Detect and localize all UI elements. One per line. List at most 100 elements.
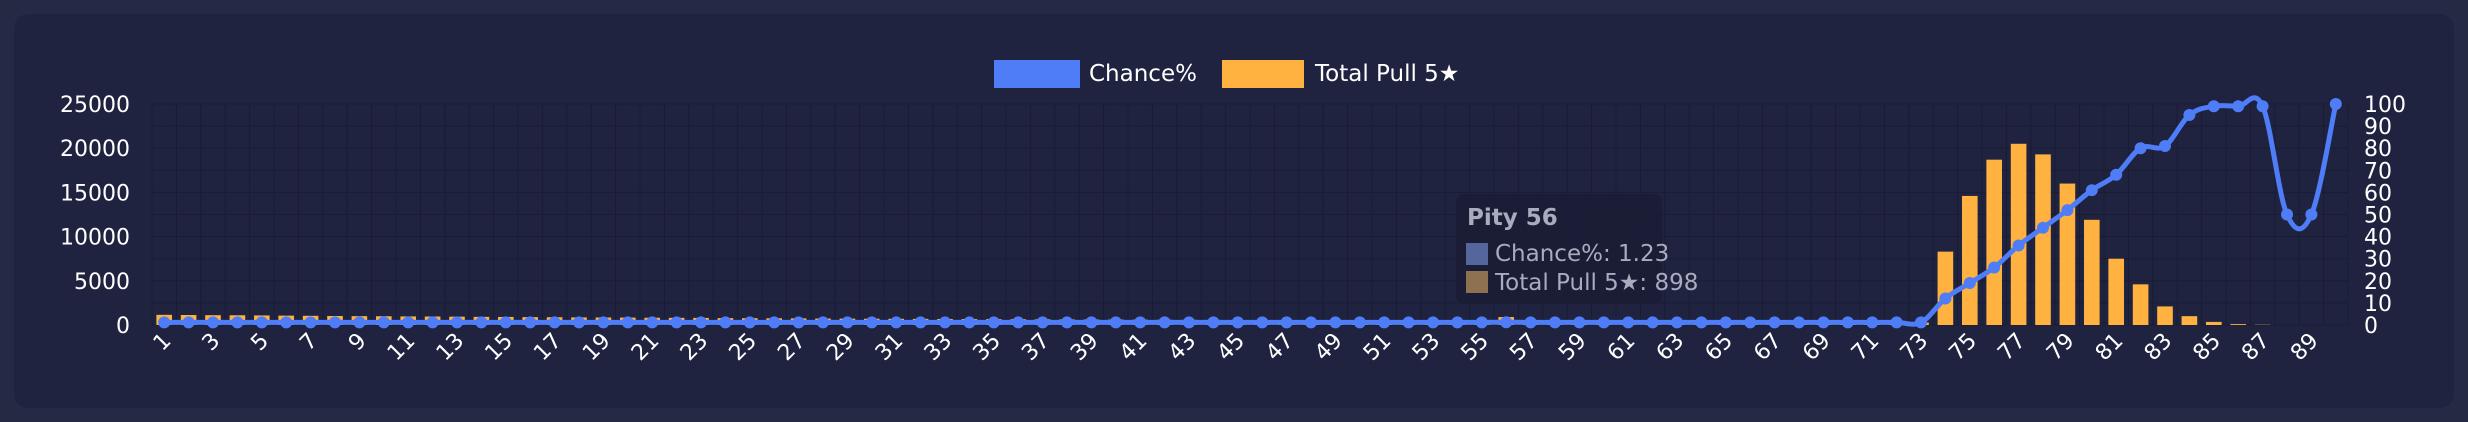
line-point[interactable] bbox=[1329, 316, 1342, 329]
bar[interactable] bbox=[2059, 183, 2076, 325]
line-point[interactable] bbox=[402, 316, 415, 329]
line-point[interactable] bbox=[792, 316, 805, 329]
line-point[interactable] bbox=[1061, 316, 1073, 329]
bar[interactable] bbox=[2010, 143, 2027, 325]
line-point[interactable] bbox=[597, 316, 610, 329]
line-point[interactable] bbox=[475, 316, 488, 329]
line-point[interactable] bbox=[2085, 184, 2098, 197]
legend-item-total-pull[interactable]: Total Pull 5★ bbox=[1222, 60, 1459, 88]
line-point[interactable] bbox=[1963, 277, 1976, 290]
line-point[interactable] bbox=[1671, 316, 1683, 329]
line-point[interactable] bbox=[353, 316, 366, 329]
line-point[interactable] bbox=[1817, 316, 1830, 329]
line-point[interactable] bbox=[1207, 316, 1220, 329]
line-point[interactable] bbox=[2281, 208, 2293, 221]
bar[interactable] bbox=[2083, 219, 2100, 325]
line-point[interactable] bbox=[1573, 316, 1586, 329]
line-point[interactable] bbox=[1524, 316, 1537, 329]
line-point[interactable] bbox=[1085, 316, 1098, 329]
line-point[interactable] bbox=[1915, 316, 1927, 329]
line-point[interactable] bbox=[914, 316, 927, 329]
line-point[interactable] bbox=[1597, 316, 1610, 329]
line-point[interactable] bbox=[1036, 316, 1049, 329]
line-point[interactable] bbox=[1378, 316, 1391, 329]
line-point[interactable] bbox=[548, 316, 561, 329]
line-point[interactable] bbox=[207, 316, 219, 329]
line-point[interactable] bbox=[1402, 316, 1415, 329]
line-point[interactable] bbox=[1353, 316, 1366, 329]
line-point[interactable] bbox=[426, 316, 439, 329]
line-point[interactable] bbox=[2207, 100, 2220, 113]
line-point[interactable] bbox=[939, 316, 951, 329]
line-point[interactable] bbox=[280, 316, 293, 329]
line-point[interactable] bbox=[1549, 316, 1561, 329]
line-point[interactable] bbox=[1646, 316, 1659, 329]
line-point[interactable] bbox=[1231, 316, 1244, 329]
line-point[interactable] bbox=[1158, 316, 1171, 329]
line-point[interactable] bbox=[1305, 316, 1317, 329]
bar[interactable] bbox=[1986, 159, 2003, 325]
line-point[interactable] bbox=[2037, 221, 2049, 234]
line-point[interactable] bbox=[1695, 316, 1708, 329]
line-point[interactable] bbox=[621, 316, 634, 329]
line-point[interactable] bbox=[719, 316, 732, 329]
line-point[interactable] bbox=[499, 316, 512, 329]
line-point[interactable] bbox=[987, 316, 1000, 329]
line-point[interactable] bbox=[2134, 142, 2147, 155]
line-point[interactable] bbox=[817, 316, 829, 329]
line-point[interactable] bbox=[377, 316, 390, 329]
line-point[interactable] bbox=[695, 316, 707, 329]
line-point[interactable] bbox=[1768, 316, 1781, 329]
line-point[interactable] bbox=[1793, 316, 1805, 329]
line-point[interactable] bbox=[865, 316, 878, 329]
line-point[interactable] bbox=[255, 316, 268, 329]
line-point[interactable] bbox=[231, 316, 244, 329]
line-point[interactable] bbox=[1719, 316, 1732, 329]
line-point[interactable] bbox=[1841, 316, 1854, 329]
line-point[interactable] bbox=[524, 316, 537, 329]
line-point[interactable] bbox=[1183, 316, 1195, 329]
bar[interactable] bbox=[1961, 195, 1978, 325]
bar[interactable] bbox=[2205, 321, 2222, 325]
line-point[interactable] bbox=[2305, 208, 2318, 221]
line-point[interactable] bbox=[2256, 100, 2269, 113]
line-point[interactable] bbox=[1866, 316, 1879, 329]
bar[interactable] bbox=[2230, 324, 2247, 325]
line-point[interactable] bbox=[841, 316, 854, 329]
line-point[interactable] bbox=[1256, 316, 1269, 329]
line-point[interactable] bbox=[1988, 261, 2001, 274]
bar[interactable] bbox=[2181, 316, 2198, 325]
line-point[interactable] bbox=[182, 316, 195, 329]
line-point[interactable] bbox=[1744, 316, 1757, 329]
line-point[interactable] bbox=[1500, 316, 1513, 329]
line-point[interactable] bbox=[1890, 316, 1903, 329]
line-point[interactable] bbox=[670, 316, 683, 329]
bar[interactable] bbox=[1937, 251, 1954, 325]
line-point[interactable] bbox=[1451, 316, 1464, 329]
line-point[interactable] bbox=[1427, 316, 1439, 329]
line-point[interactable] bbox=[1109, 316, 1122, 329]
bar[interactable] bbox=[2108, 258, 2125, 325]
line-point[interactable] bbox=[2012, 239, 2025, 252]
bar[interactable] bbox=[2132, 284, 2149, 325]
line-point[interactable] bbox=[573, 316, 585, 329]
line-point[interactable] bbox=[451, 316, 463, 329]
line-point[interactable] bbox=[1622, 316, 1635, 329]
line-point[interactable] bbox=[158, 316, 171, 329]
line-point[interactable] bbox=[1939, 292, 1952, 305]
line-point[interactable] bbox=[1475, 316, 1488, 329]
line-point[interactable] bbox=[1134, 316, 1147, 329]
line-point[interactable] bbox=[1012, 316, 1025, 329]
bar[interactable] bbox=[2157, 306, 2173, 325]
line-point[interactable] bbox=[646, 316, 659, 329]
line-point[interactable] bbox=[1280, 316, 1293, 329]
line-point[interactable] bbox=[890, 316, 903, 329]
line-point[interactable] bbox=[2061, 204, 2074, 217]
line-point[interactable] bbox=[2183, 109, 2196, 122]
line-point[interactable] bbox=[2329, 98, 2342, 110]
line-point[interactable] bbox=[963, 316, 976, 329]
line-point[interactable] bbox=[2159, 139, 2171, 152]
line-point[interactable] bbox=[743, 316, 756, 329]
bar[interactable] bbox=[2035, 154, 2051, 325]
line-point[interactable] bbox=[304, 316, 317, 329]
